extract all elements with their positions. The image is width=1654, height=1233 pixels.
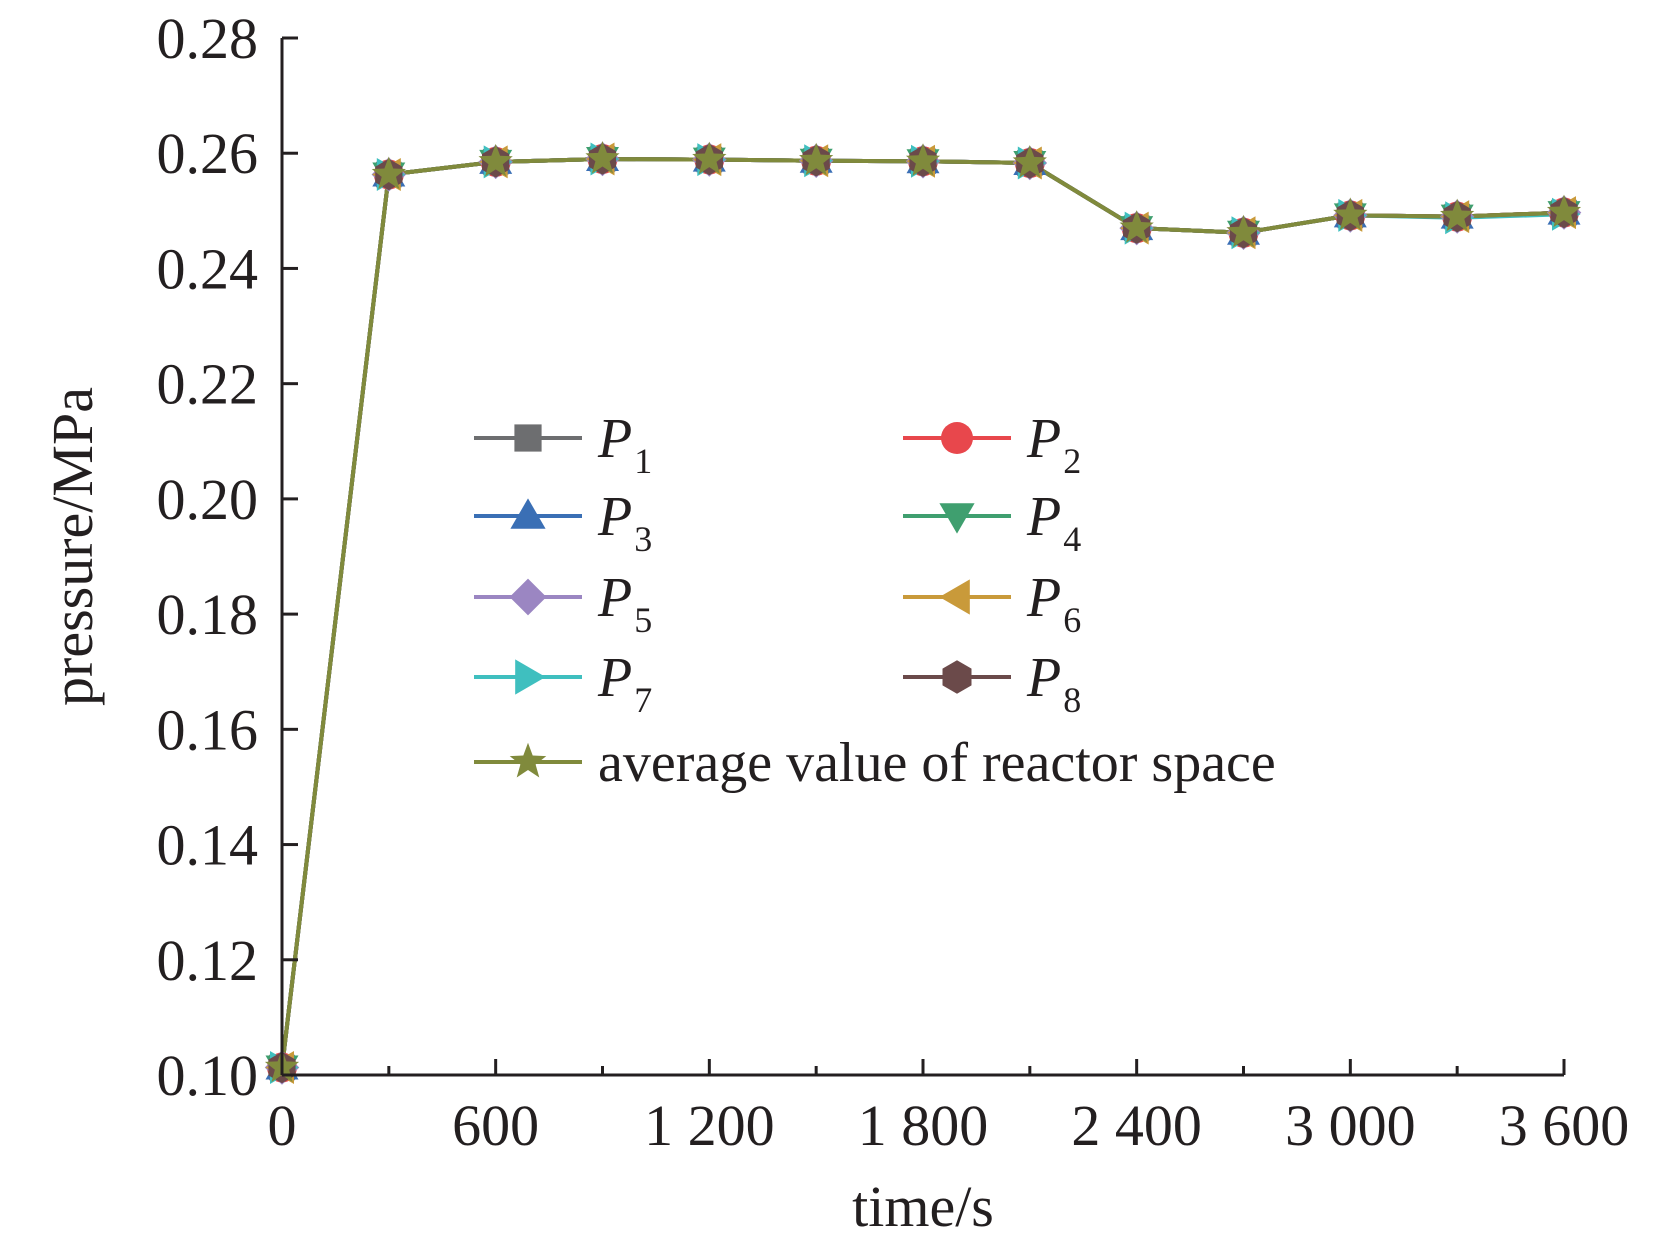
legend-label: P3 xyxy=(597,486,652,559)
legend-label-sub: 6 xyxy=(1063,600,1081,640)
legend-label-sub: 4 xyxy=(1063,519,1081,559)
legend-swatch-marker xyxy=(509,578,547,616)
series-9-point xyxy=(692,141,727,175)
x-tick-label: 3 000 xyxy=(1285,1093,1416,1158)
series-line-3 xyxy=(280,157,1565,1068)
series-line-8 xyxy=(280,157,1565,1068)
y-tick-label: 0.26 xyxy=(157,121,259,186)
legend-label-main: P xyxy=(597,567,632,629)
y-axis-title: pressure/MPa xyxy=(40,387,105,706)
series-9-point xyxy=(905,143,941,176)
series-9-point xyxy=(371,156,406,190)
series-9-point xyxy=(1440,198,1475,232)
series-9-point xyxy=(799,142,834,176)
y-tick-label: 0.22 xyxy=(157,352,259,417)
series-line-5 xyxy=(280,157,1565,1068)
legend-label-main: P xyxy=(1026,408,1061,470)
legend-item: P6 xyxy=(903,567,1081,640)
y-tick-label: 0.16 xyxy=(157,697,259,762)
axes xyxy=(280,38,1564,1077)
series-9-point xyxy=(1226,214,1261,248)
legend-swatch-marker xyxy=(510,498,546,529)
y-tick-label: 0.10 xyxy=(157,1043,259,1108)
legend-label-sub: 7 xyxy=(634,680,652,720)
x-tick-label: 0 xyxy=(268,1093,297,1158)
legend-label: P2 xyxy=(1026,408,1081,481)
y-tick-label: 0.20 xyxy=(157,467,259,532)
series-line-9 xyxy=(280,157,1565,1068)
legend-item: P2 xyxy=(903,408,1081,481)
legend-label-main: P xyxy=(597,647,632,709)
legend-label: P5 xyxy=(597,567,652,640)
legend-item: P5 xyxy=(474,567,652,640)
x-tick-label: 1 800 xyxy=(858,1093,989,1158)
legend-label-sub: 2 xyxy=(1063,441,1081,481)
series-9-point xyxy=(1546,194,1582,228)
legend-swatch-marker xyxy=(941,422,973,454)
y-tick-label: 0.24 xyxy=(157,236,259,301)
series-line-2 xyxy=(280,157,1565,1068)
legend-label-main: P xyxy=(1026,647,1061,709)
series-9-point xyxy=(1333,197,1368,230)
series-9-point xyxy=(1119,210,1154,243)
legend-label: P6 xyxy=(1026,567,1081,640)
x-axis-title: time/s xyxy=(852,1174,994,1233)
y-tick-label: 0.14 xyxy=(157,813,259,878)
legend-swatch-marker xyxy=(509,742,547,778)
legend-item: average value of reactor space xyxy=(474,732,1276,794)
x-tick-label: 3 600 xyxy=(1499,1093,1630,1158)
series-9-point xyxy=(1012,145,1047,178)
y-tick-label: 0.18 xyxy=(157,582,259,647)
legend-label: P1 xyxy=(597,408,652,481)
legend-swatch-marker xyxy=(939,579,970,615)
legend-label: P7 xyxy=(597,647,652,720)
legend-label-main: P xyxy=(1026,567,1061,629)
legend-label: P8 xyxy=(1026,647,1081,720)
legend-item: P7 xyxy=(474,647,652,720)
legend-item: P1 xyxy=(474,408,652,481)
series-line-1 xyxy=(280,157,1565,1068)
legend-swatch-marker xyxy=(939,503,975,534)
legend-item: P3 xyxy=(474,486,652,559)
series-line-6 xyxy=(280,157,1565,1068)
legend-label-main: P xyxy=(1026,486,1061,548)
x-ticks: 0 600 1 200 1 800 2 400 3 000 3 600 xyxy=(268,1059,1630,1158)
legend-label-sub: 3 xyxy=(634,519,652,559)
x-tick-label: 2 400 xyxy=(1071,1093,1202,1158)
legend-label-sub: 5 xyxy=(634,600,652,640)
y-tick-label: 0.28 xyxy=(157,6,259,71)
legend-item: P4 xyxy=(903,486,1081,559)
legend-label-sub: 1 xyxy=(634,441,652,481)
legend-label: average value of reactor space xyxy=(598,732,1276,794)
legend-label: P4 xyxy=(1026,486,1081,559)
legend-item: P8 xyxy=(903,647,1081,720)
legend-swatch-marker xyxy=(942,660,972,694)
legend-swatch-marker xyxy=(514,424,542,452)
legend-label-main: P xyxy=(597,408,632,470)
series-9-point xyxy=(478,143,513,177)
series-line-7 xyxy=(280,157,1565,1068)
series-lines xyxy=(280,157,1565,1068)
y-tick-label: 0.12 xyxy=(157,928,259,993)
y-ticks: 0.10 0.12 0.14 0.16 0.18 0.20 0.22 0.24 0.26 0.28 xyxy=(157,6,298,1108)
x-tick-label: 600 xyxy=(452,1093,539,1158)
x-tick-label: 1 200 xyxy=(644,1093,775,1158)
series-markers xyxy=(264,141,1582,1085)
series-line-4 xyxy=(280,157,1565,1068)
legend-swatch-marker xyxy=(515,659,546,695)
series-9-point xyxy=(585,141,620,174)
legend-label-main: P xyxy=(597,486,632,548)
legend-label-sub: 8 xyxy=(1063,680,1081,720)
